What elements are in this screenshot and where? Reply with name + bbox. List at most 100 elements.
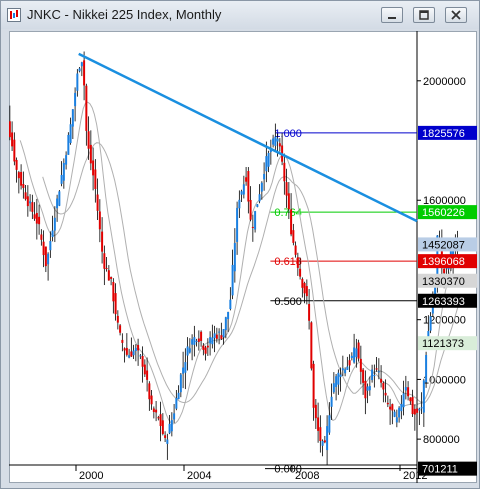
candle-body xyxy=(11,132,14,147)
candle-body xyxy=(98,211,101,230)
candle-body xyxy=(67,134,70,155)
candle-body xyxy=(157,417,160,419)
candle-body xyxy=(35,212,38,224)
candle-body xyxy=(245,177,248,182)
candle-body xyxy=(348,360,351,366)
candle-body xyxy=(321,440,324,446)
candle-body xyxy=(229,299,232,309)
y-tick-label: 2000000 xyxy=(423,76,466,88)
candle-body xyxy=(166,439,169,444)
candle-body xyxy=(377,371,380,373)
candle-body xyxy=(240,191,243,195)
candle-body xyxy=(287,193,290,210)
candle-body xyxy=(134,347,137,351)
candle-body xyxy=(339,374,342,377)
candle-body xyxy=(443,268,446,274)
candle-body xyxy=(260,182,263,192)
candle-body xyxy=(416,408,419,413)
candle-body xyxy=(105,268,108,270)
fib-level-label: 0.618 xyxy=(274,256,302,268)
candle-body xyxy=(168,423,171,434)
candle-body xyxy=(222,329,225,338)
candle-body xyxy=(15,159,18,170)
price-label-box xyxy=(418,336,477,351)
fib-level-label: 1.000 xyxy=(274,128,302,140)
candle-body xyxy=(400,404,403,412)
candle-body xyxy=(101,231,104,252)
candle-body xyxy=(398,407,401,418)
candle-body xyxy=(429,316,432,331)
candle-body xyxy=(65,155,68,165)
candle-body xyxy=(202,345,205,350)
candle-body xyxy=(150,395,153,405)
candle-body xyxy=(323,440,326,443)
candle-body xyxy=(188,348,191,353)
candle-body xyxy=(107,270,110,281)
candle-body xyxy=(393,411,396,417)
candle-body xyxy=(366,386,369,391)
candle-body xyxy=(254,211,257,230)
price-label-box xyxy=(418,254,477,269)
candle-body xyxy=(159,414,162,427)
candle-body xyxy=(218,331,221,333)
candle-body xyxy=(267,152,270,167)
candle-body xyxy=(227,312,230,320)
candle-body xyxy=(161,420,164,434)
candle-body xyxy=(335,376,338,387)
candle-body xyxy=(130,351,133,357)
candle-body xyxy=(371,369,374,381)
candle-body xyxy=(9,121,11,138)
candle-body xyxy=(231,264,234,296)
price-label: 701211 xyxy=(422,464,458,476)
candle-body xyxy=(242,184,245,195)
candle-body xyxy=(47,253,50,265)
candle-body xyxy=(272,138,275,145)
candle-body xyxy=(290,209,293,235)
y-tick-label: 1600000 xyxy=(423,195,466,207)
candle-body xyxy=(146,370,149,380)
candle-body xyxy=(278,143,281,147)
x-tick-label: 2004 xyxy=(187,470,211,482)
candle-body xyxy=(303,283,306,294)
candle-body xyxy=(13,139,16,162)
candle-body xyxy=(337,372,340,385)
candle-body xyxy=(60,174,63,184)
candle-body xyxy=(276,138,279,142)
candle-body xyxy=(440,245,443,262)
restore-button[interactable] xyxy=(413,7,435,23)
candle-body xyxy=(251,226,254,228)
candle-body xyxy=(422,380,425,413)
candle-body xyxy=(263,173,266,180)
price-chart[interactable]: 2000 2004 2008 2012200000016000001200000100… xyxy=(9,31,477,483)
candle-body xyxy=(69,124,72,143)
candle-body xyxy=(299,268,302,277)
candle-body xyxy=(209,337,212,344)
candle-body xyxy=(87,131,90,149)
candle-body xyxy=(269,149,272,153)
candle-body xyxy=(247,170,250,202)
candle-body xyxy=(418,408,421,411)
minimize-button[interactable] xyxy=(381,7,403,23)
price-label: 1452087 xyxy=(422,239,465,251)
candle-body xyxy=(96,194,99,211)
candle-body xyxy=(24,192,27,200)
title-bar[interactable]: JNKC - Nikkei 225 Index, Monthly xyxy=(1,1,479,29)
price-label: 1396068 xyxy=(422,256,465,268)
candle-body xyxy=(386,402,389,405)
restore-icon xyxy=(419,10,429,20)
candle-body xyxy=(224,317,227,331)
y-tick-label: 1200000 xyxy=(423,315,466,327)
candle-body xyxy=(116,315,119,323)
candle-body xyxy=(434,282,437,295)
candle-body xyxy=(373,375,376,377)
x-tick-label: 2008 xyxy=(295,470,319,482)
fib-level-label: 0.000 xyxy=(274,464,302,476)
candle-body xyxy=(413,408,416,415)
candle-body xyxy=(215,334,218,339)
candle-body xyxy=(314,404,317,419)
candle-body xyxy=(33,214,36,219)
candle-body xyxy=(341,368,344,371)
close-button[interactable] xyxy=(445,7,467,23)
candle-body xyxy=(292,230,295,243)
y-tick-label: 1000000 xyxy=(423,374,466,386)
